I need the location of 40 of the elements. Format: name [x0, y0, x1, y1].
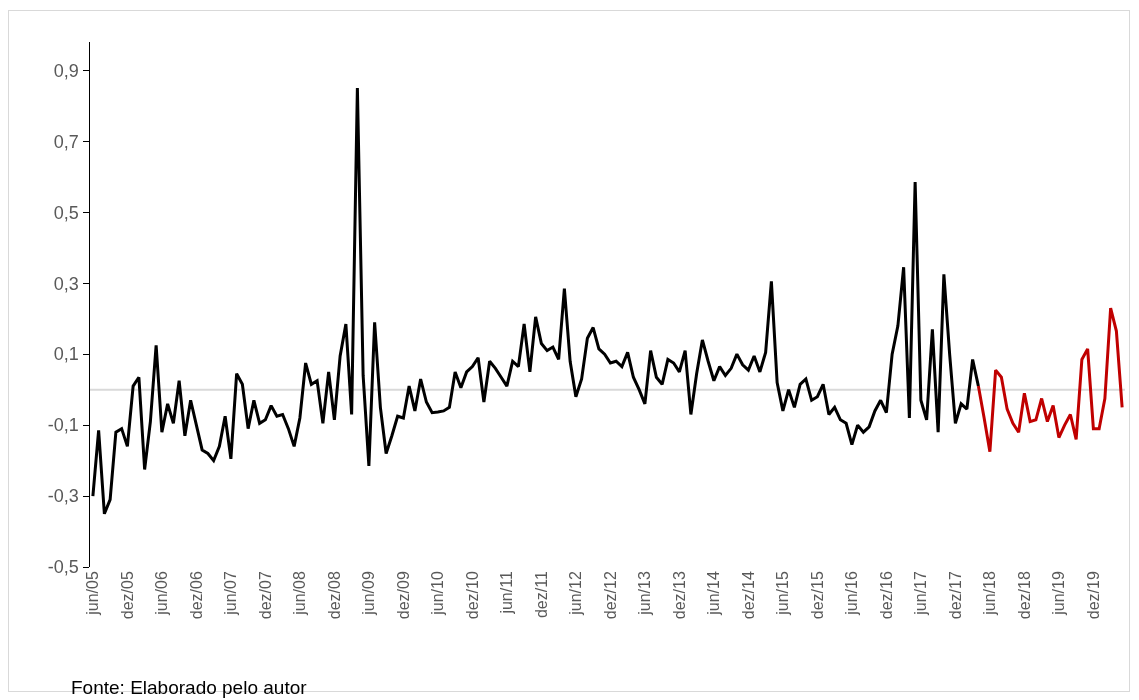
x-tick-label: jun/19 [1050, 571, 1068, 616]
x-tick-label: jun/06 [153, 571, 171, 616]
y-tick-label: 0,3 [53, 273, 79, 294]
x-tick-label: dez/15 [808, 571, 826, 620]
x-tick-label: dez/06 [187, 571, 205, 620]
x-tick-label: jun/17 [912, 571, 930, 616]
x-tick-label: dez/16 [877, 571, 895, 620]
line-series [976, 306, 1124, 454]
y-tick-label: 0,5 [53, 202, 79, 223]
x-tick-label: dez/08 [325, 571, 343, 620]
x-tick-label: jun/14 [705, 571, 723, 616]
x-tick-label: jun/07 [222, 571, 240, 616]
x-tick-label: dez/11 [532, 571, 550, 619]
x-tick-label: jun/18 [981, 571, 999, 616]
x-tick-label: dez/05 [118, 571, 136, 620]
y-tick-label: 0,1 [53, 344, 79, 365]
source-note: Fonte: Elaborado pelo autor [71, 677, 308, 698]
x-tick-label: dez/17 [946, 571, 964, 620]
x-tick-label: dez/07 [256, 571, 274, 620]
x-tick-label: jun/16 [843, 571, 861, 616]
x-tick-label: jun/13 [636, 571, 654, 616]
y-tick-label: -0,3 [47, 486, 79, 507]
x-tick-label: jun/11 [498, 571, 516, 615]
x-tick-label: jun/09 [360, 571, 378, 616]
y-tick-label: -0,5 [47, 557, 79, 578]
x-tick-label: jun/12 [567, 571, 585, 616]
x-tick-label: dez/18 [1015, 571, 1033, 620]
x-tick-label: jun/08 [291, 571, 309, 616]
x-tick-label: dez/12 [601, 571, 619, 620]
x-tick-label: dez/19 [1084, 571, 1102, 620]
x-tick-label: dez/10 [463, 571, 481, 620]
x-tick-label: jun/05 [84, 571, 102, 616]
y-tick-label: -0,1 [47, 415, 79, 436]
x-tick-label: dez/13 [670, 571, 688, 620]
x-tick-label: dez/14 [739, 571, 757, 620]
y-tick-label: 0,7 [53, 131, 79, 152]
x-tick-label: dez/09 [394, 571, 412, 620]
x-tick-label: jun/15 [774, 571, 792, 616]
y-tick-label: 0,9 [53, 60, 79, 81]
x-tick-label: jun/10 [429, 571, 447, 616]
